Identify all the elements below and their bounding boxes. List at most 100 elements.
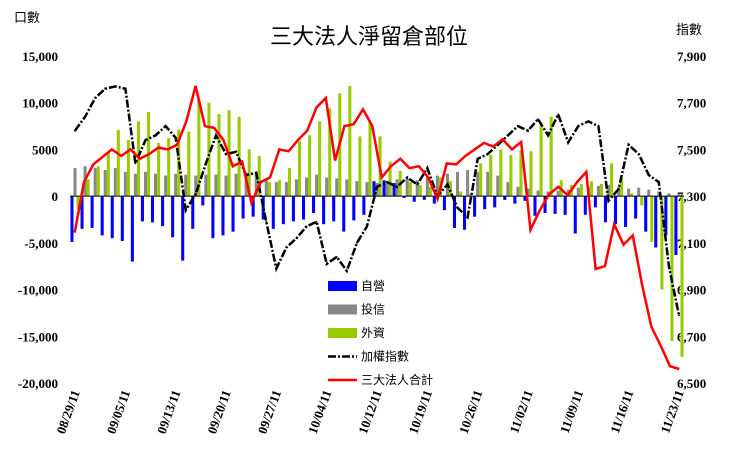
bar-foreign bbox=[388, 161, 392, 197]
bar-foreign bbox=[318, 121, 322, 197]
index-point bbox=[627, 143, 630, 146]
bar-dealer bbox=[432, 196, 436, 204]
bar-trust bbox=[355, 181, 359, 197]
bar-foreign bbox=[519, 150, 523, 197]
bar-foreign bbox=[187, 131, 191, 197]
y-tick-label: 15,000 bbox=[22, 49, 58, 64]
bar-dealer bbox=[352, 196, 356, 221]
index-point bbox=[597, 125, 600, 127]
bar-foreign bbox=[408, 182, 412, 197]
bar-foreign bbox=[599, 184, 604, 197]
bar-dealer bbox=[614, 196, 618, 225]
bar-foreign bbox=[368, 121, 372, 197]
bar-foreign bbox=[660, 196, 664, 290]
index-point bbox=[476, 157, 479, 160]
index-point bbox=[225, 153, 227, 156]
bar-trust bbox=[526, 188, 530, 197]
legend-label: 三大法人合計 bbox=[361, 372, 433, 387]
bar-dealer bbox=[523, 196, 527, 201]
bar-trust bbox=[274, 182, 278, 197]
bar-trust bbox=[234, 173, 238, 197]
index-point bbox=[386, 181, 388, 184]
index-point bbox=[124, 87, 127, 90]
index-point bbox=[678, 314, 680, 317]
bar-foreign bbox=[579, 184, 583, 197]
bar-foreign bbox=[217, 113, 221, 197]
index-point bbox=[637, 153, 640, 156]
bar-trust bbox=[415, 180, 419, 197]
bar-foreign bbox=[157, 142, 161, 197]
bar-foreign bbox=[308, 135, 312, 197]
right-axis-tick-labels: 7,900 7,700 7,500 7,300 7,100 6,900 6,700 6,500 bbox=[677, 49, 706, 391]
bar-foreign bbox=[499, 149, 503, 197]
bar-foreign bbox=[489, 155, 493, 197]
bar-dealer bbox=[161, 196, 165, 227]
index-point bbox=[134, 162, 137, 165]
bar-foreign bbox=[630, 193, 634, 197]
bar-trust bbox=[405, 178, 409, 197]
bar-dealer bbox=[171, 196, 175, 238]
y-tick-label: 5000 bbox=[32, 142, 58, 157]
bar-dealer bbox=[422, 196, 426, 200]
index-point bbox=[517, 125, 519, 127]
bar-foreign bbox=[509, 155, 513, 197]
index-point bbox=[154, 134, 157, 137]
bar-dealer bbox=[442, 196, 446, 211]
bar-trust bbox=[204, 174, 208, 197]
bar-trust bbox=[576, 187, 580, 197]
bar-foreign bbox=[116, 129, 120, 197]
bar-dealer bbox=[543, 196, 547, 213]
legend-label: 自營 bbox=[361, 279, 385, 293]
bar-trust bbox=[516, 186, 520, 197]
bar-trust bbox=[606, 184, 611, 197]
bar-foreign bbox=[106, 153, 110, 197]
index-point bbox=[144, 139, 147, 142]
index-point bbox=[325, 263, 328, 265]
index-point bbox=[668, 265, 670, 268]
bar-dealer bbox=[553, 196, 557, 214]
bar-trust bbox=[143, 171, 148, 197]
series-line-total bbox=[73, 85, 680, 371]
index-point bbox=[486, 153, 489, 156]
bar-dealer bbox=[372, 181, 376, 197]
y2-tick-label: 7,900 bbox=[677, 49, 706, 64]
bar-foreign bbox=[76, 196, 80, 210]
y-tick-label: -10,000 bbox=[18, 283, 58, 298]
index-point bbox=[285, 246, 288, 249]
bar-foreign bbox=[126, 140, 130, 197]
bar-foreign bbox=[670, 196, 674, 341]
index-point bbox=[84, 115, 86, 118]
index-point bbox=[507, 134, 509, 137]
bar-trust bbox=[264, 180, 268, 197]
bar-dealer bbox=[573, 196, 577, 234]
bar-dealer bbox=[603, 196, 607, 223]
bar-dealer bbox=[271, 196, 275, 229]
bar-dealer bbox=[120, 196, 124, 241]
bar-dealer bbox=[644, 196, 648, 232]
right-axis-unit: 指數 bbox=[676, 23, 702, 38]
bar-trust bbox=[486, 171, 490, 197]
bar-foreign bbox=[86, 179, 90, 197]
y-tick-label: 10,000 bbox=[22, 96, 58, 111]
bar-trust bbox=[637, 187, 641, 197]
plot-area bbox=[70, 85, 684, 371]
bar-trust bbox=[647, 189, 651, 197]
y2-tick-label: 6,500 bbox=[677, 376, 706, 391]
bar-dealer bbox=[533, 196, 537, 216]
bar-trust bbox=[113, 168, 117, 197]
index-point bbox=[305, 225, 308, 228]
bar-foreign bbox=[650, 196, 654, 242]
bar-trust bbox=[506, 182, 510, 197]
bar-dealer bbox=[593, 196, 597, 208]
bar-trust bbox=[385, 181, 389, 197]
bar-dealer bbox=[402, 196, 406, 199]
bar-trust bbox=[224, 175, 228, 197]
bar-trust bbox=[335, 178, 339, 197]
bar-trust bbox=[657, 191, 661, 197]
bar-foreign bbox=[539, 125, 543, 197]
index-point bbox=[537, 118, 539, 120]
bar-foreign bbox=[469, 194, 473, 197]
index-point bbox=[356, 242, 358, 244]
bar-trust bbox=[425, 177, 429, 197]
